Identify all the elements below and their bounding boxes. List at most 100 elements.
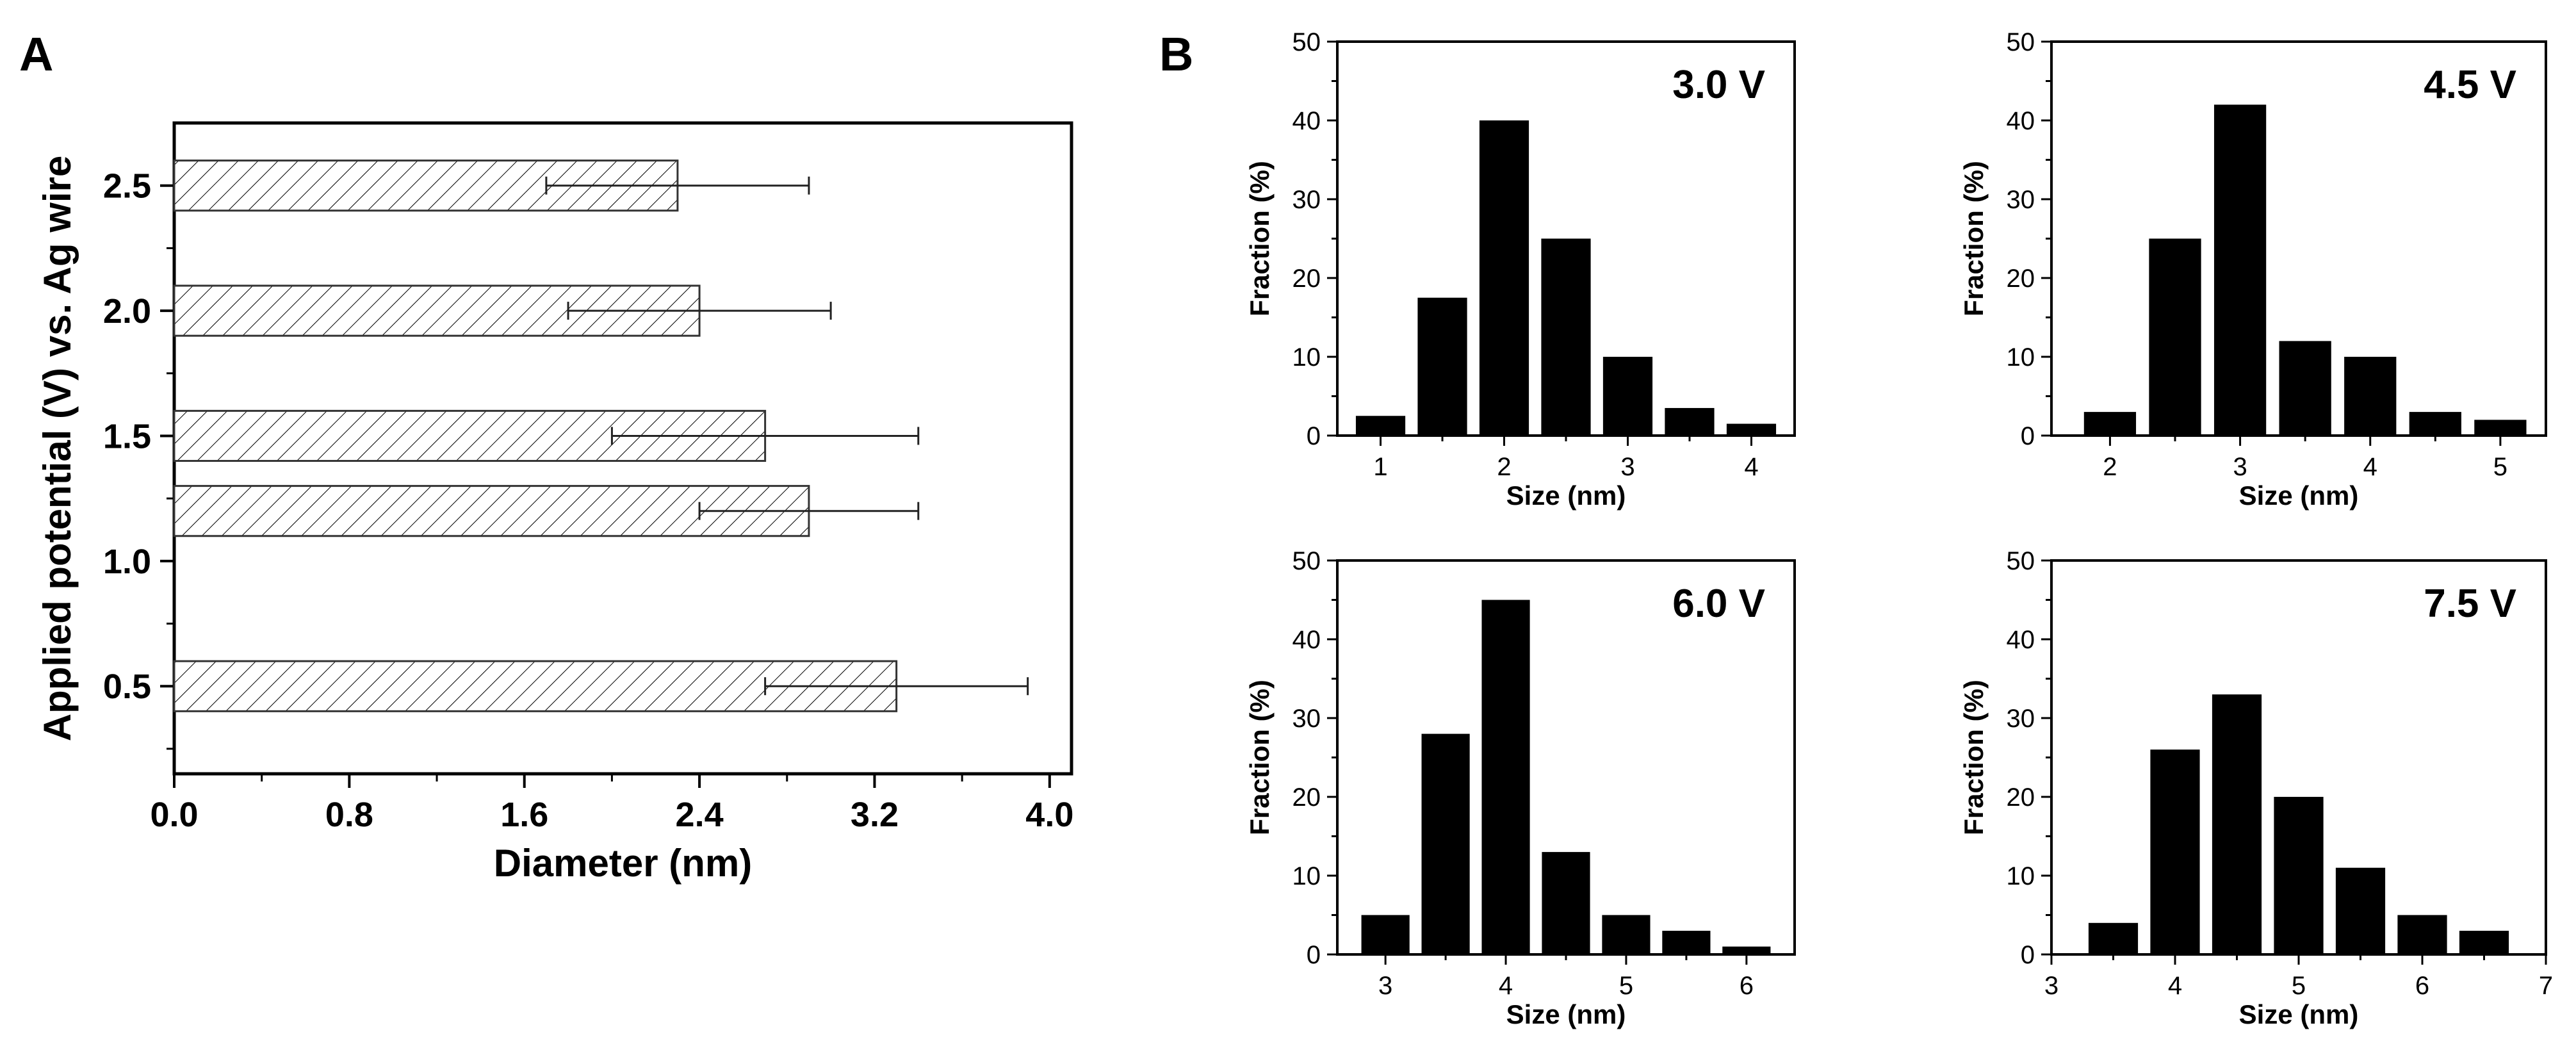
b-x-axis-label: Size (nm) [2239, 999, 2359, 1029]
b-histogram-bar [2344, 357, 2397, 436]
b-y-tick-label: 20 [1292, 265, 1321, 293]
b-x-axis-label: Size (nm) [1506, 999, 1626, 1029]
b-histogram-bar [1361, 915, 1410, 954]
b-histogram-bar [2474, 420, 2527, 436]
b-y-axis-label: Fraction (%) [1244, 680, 1275, 835]
b-y-tick-label: 10 [2007, 343, 2035, 372]
a-x-tick-label: 0.8 [325, 796, 373, 834]
a-x-axis-label: Diameter (nm) [494, 842, 752, 885]
b-y-tick-label: 40 [1292, 107, 1321, 135]
b-y-tick-label: 0 [2021, 422, 2035, 450]
b-y-tick-label: 10 [1292, 343, 1321, 372]
b-histogram-bar [2213, 104, 2267, 436]
b-x-axis-label: Size (nm) [1506, 480, 1626, 511]
a-x-tick-label: 1.6 [500, 796, 548, 834]
b-histogram-bar [2212, 694, 2262, 954]
b-y-tick-label: 50 [2007, 547, 2035, 575]
b-x-tick-label: 4 [2168, 972, 2182, 1000]
b-x-tick-label: 5 [1619, 972, 1633, 1000]
b-histogram-bar [2409, 412, 2461, 436]
b-histogram-bar [2149, 238, 2201, 436]
b-histogram-bar [2083, 412, 2137, 436]
b-x-tick-label: 4 [2363, 453, 2377, 481]
a-y-tick-label: 1.5 [103, 417, 151, 455]
b-x-tick-label: 3 [1620, 453, 1634, 481]
panel-label-b: B [1159, 28, 1193, 81]
b-y-tick-label: 0 [1307, 422, 1321, 450]
b-histogram-bar [1542, 852, 1590, 954]
a-x-tick-label: 2.4 [676, 796, 724, 834]
b-y-tick-label: 50 [2007, 28, 2035, 56]
b-y-tick-label: 30 [1292, 186, 1321, 214]
b-x-tick-label: 2 [1497, 453, 1511, 481]
b-subplot-2: 0 10 20 30 40 50 2 3 4 5 Size (nm) Fraction (%) 4.5 … [1959, 28, 2547, 511]
b-histogram-bar [1417, 297, 1467, 436]
b-histogram-bar [1355, 416, 1406, 436]
b-y-tick-label: 50 [1292, 547, 1321, 575]
b-subplot-1: 0 10 20 30 40 50 1 2 3 4 Size (nm) Fraction (%) 3.0 … [1244, 28, 1796, 511]
b-y-tick-label: 50 [1292, 28, 1321, 56]
b-x-tick-label: 6 [1740, 972, 1754, 1000]
b-y-tick-label: 10 [1292, 862, 1321, 890]
b-x-tick-label: 5 [2493, 453, 2507, 481]
b-y-tick-label: 20 [2007, 265, 2035, 293]
b-x-tick-label: 3 [2044, 972, 2058, 1000]
a-x-tick-label: 3.2 [851, 796, 899, 834]
b-y-tick-label: 0 [1307, 941, 1321, 969]
a-x-tick-label: 0.0 [150, 796, 198, 834]
a-y-tick-label: 0.5 [103, 667, 151, 706]
b-x-tick-label: 1 [1373, 453, 1387, 481]
b-histogram-bar [2397, 915, 2447, 954]
b-histogram-bar [1602, 357, 1653, 436]
b-voltage-annotation: 7.5 V [2424, 582, 2516, 626]
b-histogram-bar [2335, 867, 2386, 954]
b-y-tick-label: 40 [2007, 107, 2035, 135]
b-histogram-bar [1726, 423, 1777, 436]
a-x-tick-label: 4.0 [1025, 796, 1073, 834]
b-y-tick-label: 40 [2007, 626, 2035, 654]
b-voltage-annotation: 4.5 V [2424, 63, 2516, 107]
b-y-tick-label: 30 [2007, 186, 2035, 214]
b-subplot-3: 0 10 20 30 40 50 3 4 5 6 Size (nm) Fraction (%) 6.0 … [1244, 547, 1796, 1029]
b-histogram-bar [2279, 341, 2331, 436]
b-y-axis-label: Fraction (%) [1244, 161, 1275, 316]
b-y-tick-label: 0 [2021, 941, 2035, 969]
b-y-tick-label: 30 [2007, 705, 2035, 733]
a-y-tick-label: 1.0 [103, 543, 151, 581]
b-y-tick-label: 30 [1292, 705, 1321, 733]
b-voltage-annotation: 6.0 V [1672, 582, 1765, 626]
b-histogram-bar [1665, 407, 1715, 436]
panel-a-diameter-chart: 0.0 0.8 1.6 2.4 3.2 4.0 0.5 1.0 1.5 2.0 2.5 Diamete… [36, 121, 1073, 885]
b-histogram-bar [1722, 946, 1771, 954]
panel-label-a: A [19, 28, 53, 81]
b-x-tick-label: 6 [2415, 972, 2429, 1000]
b-histogram-bar [1602, 915, 1651, 954]
b-histogram-bar [1421, 733, 1470, 954]
b-y-tick-label: 20 [2007, 783, 2035, 812]
b-histogram-bar [2088, 922, 2139, 954]
a-y-axis-label: Applied potential (V) vs. Ag wire [36, 156, 79, 742]
b-x-tick-label: 3 [2233, 453, 2247, 481]
b-histogram-bar [2274, 797, 2324, 954]
b-voltage-annotation: 3.0 V [1672, 63, 1765, 107]
b-x-tick-label: 3 [1378, 972, 1392, 1000]
b-y-axis-label: Fraction (%) [1959, 680, 1989, 835]
b-y-tick-label: 20 [1292, 783, 1321, 812]
b-histogram-bar [2150, 749, 2200, 954]
b-histogram-bar [1541, 238, 1591, 436]
b-histogram-bar [1479, 120, 1529, 436]
b-x-tick-label: 7 [2539, 972, 2553, 1000]
b-y-tick-label: 40 [1292, 626, 1321, 654]
b-y-axis-label: Fraction (%) [1959, 161, 1989, 316]
a-y-tick-label: 2.5 [103, 167, 151, 206]
b-subplot-4: 0 10 20 30 40 50 3 4 5 6 7 Size (nm) Fraction (%) 7.5… [1959, 547, 2553, 1029]
b-x-tick-label: 4 [1744, 453, 1758, 481]
b-histogram-bar [1481, 600, 1530, 954]
b-x-tick-label: 4 [1499, 972, 1513, 1000]
b-histogram-bar [1662, 931, 1711, 954]
b-y-tick-label: 10 [2007, 862, 2035, 890]
b-x-axis-label: Size (nm) [2239, 480, 2359, 511]
b-histogram-bar [2459, 931, 2509, 954]
